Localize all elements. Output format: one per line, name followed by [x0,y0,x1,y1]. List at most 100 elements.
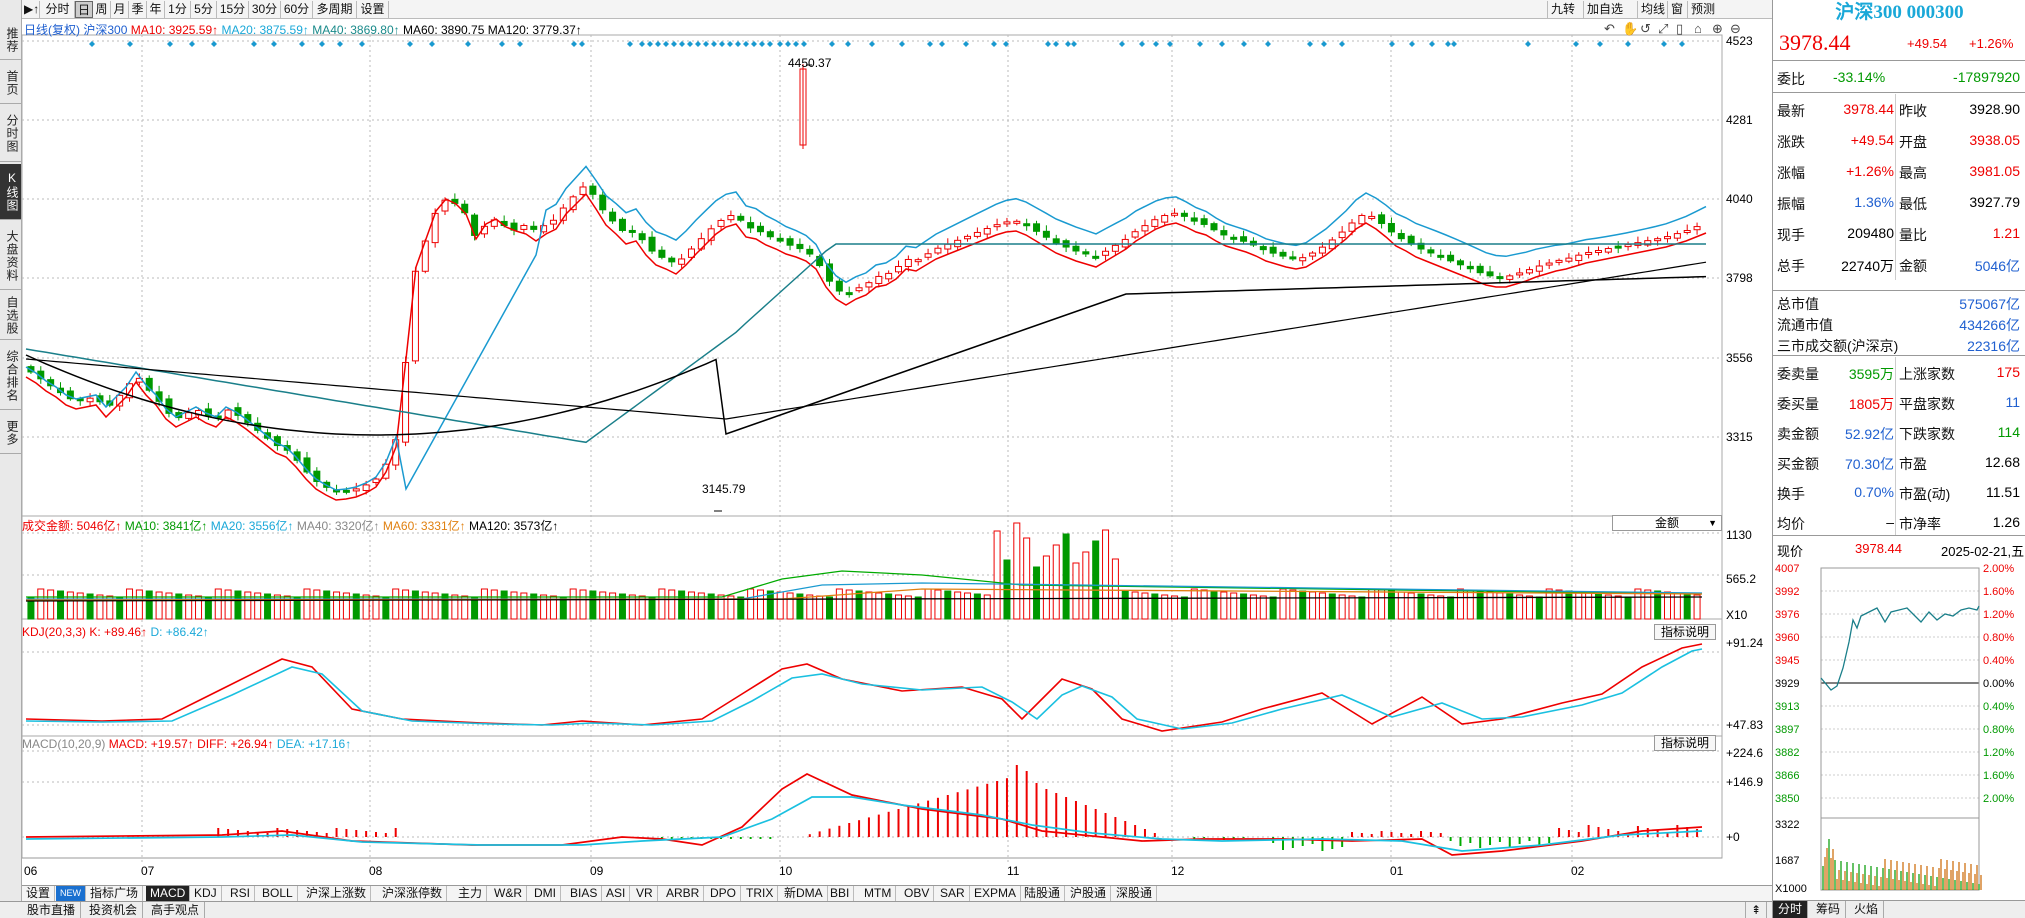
indicator-tab[interactable]: RSI [226,886,256,902]
hand-icon[interactable]: ✋ [1622,21,1639,36]
zoom-in-icon[interactable]: ⊕ [1712,21,1723,36]
nav-kline[interactable]: K线图 [0,164,21,220]
period-week[interactable]: 周 [93,1,111,18]
window-button[interactable]: 窗 [1667,1,1686,18]
indicator-tab[interactable]: VR [632,886,658,902]
indicator-tab[interactable]: 设置 [22,886,56,902]
signal-marker [579,41,585,47]
panel-tab-timeshare[interactable]: 分时 [1773,901,1809,918]
nav-watchlist[interactable]: 自选股 [0,292,21,340]
indicator-tab[interactable]: 新DMA [780,886,828,902]
volume-bar [973,593,981,620]
period-60min[interactable]: 60分 [281,1,313,18]
stat-label: 金额 [1899,258,1927,274]
indicator-tab[interactable]: DPO [706,886,742,902]
nav-market-data[interactable]: 大盘资料 [0,222,21,290]
tab-expert-views[interactable]: 高手观点 [146,902,206,918]
indicator-tab[interactable]: KDJ [190,886,222,902]
candle [1052,238,1060,244]
candle [628,229,636,233]
indicator-tab[interactable]: MTM [860,886,897,902]
ma-lines-button[interactable]: 均线 [1637,1,1668,18]
lock-icon[interactable]: ▯ [1676,21,1684,36]
indicator-tab[interactable]: 深股通 [1112,886,1158,902]
indicator-tab[interactable]: BOLL [258,886,298,902]
period-month[interactable]: 月 [111,1,129,18]
period-toolbar: ▶↑ 分时 日 周 月 季 年 1分 5分 15分 30分 60分 多周期 设置… [22,0,1772,19]
kdj-help-button[interactable]: 指标说明 [1654,624,1716,640]
nav-ranking[interactable]: 综合排名 [0,342,21,410]
candle [885,272,893,280]
indicator-tab[interactable]: 沪深涨停数 [378,886,448,902]
period-multi[interactable]: 多周期 [313,1,357,18]
period-quarter[interactable]: 季 [129,1,147,18]
volume-bar [845,589,853,620]
toolbar-settings[interactable]: 设置 [357,1,389,18]
indicator-tab[interactable]: BIAS [566,886,603,902]
nav-home[interactable]: 首页 [0,62,21,104]
add-watchlist-button[interactable]: 加自选 [1583,1,1626,18]
back-button[interactable]: ▶↑ [24,1,40,18]
indicator-tab[interactable]: 陆股通 [1020,886,1066,902]
indicator-tab[interactable]: ASI [602,886,631,902]
panel-tab-flame[interactable]: 火焰 [1849,901,1885,918]
indicator-tab[interactable]: EXPMA [970,886,1022,902]
volume-bar [37,588,45,620]
scroll-up-icon[interactable]: ⇞ [1745,902,1768,918]
indicator-tab[interactable]: 指标广场 [86,886,144,902]
jiuzhuan-button[interactable]: 九转 [1547,1,1578,18]
panel-tab-chips[interactable]: 筹码 [1811,901,1847,918]
vol-ma20-label: MA20: 3556亿↑ [210,519,294,533]
volume-bar [1555,589,1563,620]
period-1min[interactable]: 1分 [165,1,191,18]
indicator-tab[interactable]: 沪股通 [1066,886,1112,902]
indicator-tab[interactable]: SAR [936,886,970,902]
left-nav: 推荐 首页 分时图 K线图 大盘资料 自选股 综合排名 更多 [0,0,22,918]
volume-bar [599,591,607,620]
mini-timeshare-chart[interactable]: 4007 3992 3976 3960 3945 3929 3913 3897 3882 3866… [1773,560,2025,900]
tab-opportunities[interactable]: 投资机会 [84,902,144,918]
period-30min[interactable]: 30分 [249,1,281,18]
indicator-tab[interactable]: 主力 [454,886,488,902]
chart-area[interactable] [22,19,1772,885]
ma40-line [25,243,1706,444]
indicator-tab[interactable]: OBV [900,886,935,902]
stat-row: 卖金额 52.92亿 下跌家数 114 [1773,417,2025,447]
back-icon[interactable]: ↺ [1640,21,1651,36]
indicator-tab[interactable]: ARBR [662,886,705,902]
candle [737,215,745,221]
period-timeshare[interactable]: 分时 [41,1,75,18]
candle [1348,222,1356,232]
tab-live[interactable]: 股市直播 [22,902,82,918]
candle [1555,259,1563,263]
volume-selector[interactable]: 金额 ▼ [1612,515,1722,531]
indicator-tab[interactable]: TRIX [742,886,779,902]
mini-price-label: 现价 [1777,544,1804,559]
signal-marker [829,41,835,47]
pan-icon[interactable]: ⤢ [1658,21,1669,36]
candle [1042,230,1050,238]
indicator-tab[interactable]: W&R [490,886,527,902]
nav-timeshare[interactable]: 分时图 [0,106,21,162]
volume-bar [1604,594,1612,620]
forecast-button[interactable]: 预测 [1687,1,1718,18]
volume-bar [1318,592,1326,620]
period-year[interactable]: 年 [147,1,165,18]
indicator-tab[interactable]: MACD [146,886,191,902]
indicator-tab[interactable]: 沪深上涨数 [302,886,372,902]
signal-marker [793,41,799,47]
signal-marker [1679,41,1685,47]
macd-help-button[interactable]: 指标说明 [1654,735,1716,751]
signal-marker [1167,41,1173,47]
indicator-tab[interactable]: DMI [530,886,561,902]
period-15min[interactable]: 15分 [217,1,249,18]
home-icon[interactable]: ⌂ [1694,21,1702,36]
indicator-tab[interactable]: BBI [826,886,855,902]
nav-recommend[interactable]: 推荐 [0,20,21,60]
nav-more[interactable]: 更多 [0,412,21,454]
period-5min[interactable]: 5分 [191,1,217,18]
zoom-out-icon[interactable]: ⊖ [1730,21,1741,36]
vol-ma40-label: MA40: 3320亿↑ [296,519,380,533]
period-day[interactable]: 日 [75,1,93,18]
undo-icon[interactable]: ↶ [1604,21,1615,36]
